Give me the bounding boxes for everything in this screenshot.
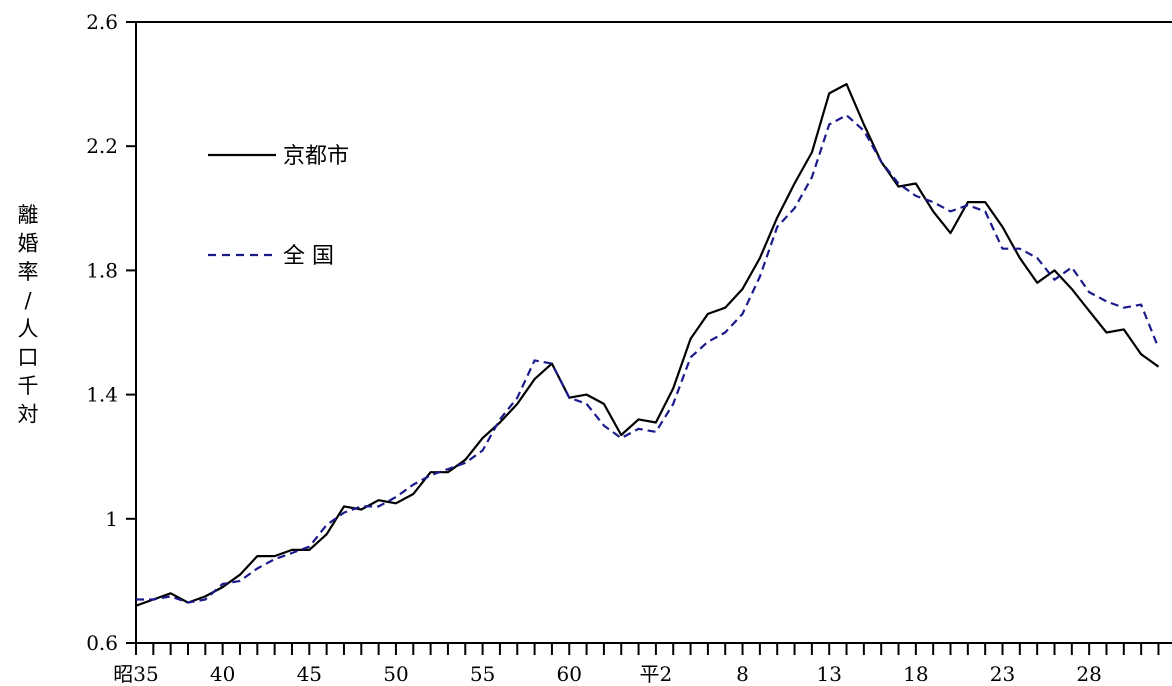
x-tick-label: 8 (736, 662, 749, 686)
x-tick-label: 23 (990, 662, 1015, 686)
x-tick-label: 昭35 (113, 662, 158, 686)
x-tick-label: 45 (297, 662, 322, 686)
x-ticks: 昭35 40 45 50 55 60 平2 8 13 18 23 28 (113, 643, 1160, 686)
x-tick-label: 40 (210, 662, 235, 686)
series-line-kyoto (135, 82, 1160, 607)
x-tick-label: 55 (470, 662, 495, 686)
series-layer (135, 82, 1160, 607)
y-ticks: 0.6 1 1.4 1.8 2.2 2.6 (86, 10, 136, 655)
legend-label-national: 全 国 (283, 244, 334, 269)
y-axis-label-char: / (24, 289, 32, 313)
legend: 京都市 全 国 (208, 144, 349, 269)
x-tick-label: 28 (1076, 662, 1101, 686)
y-axis-label-char: 対 (18, 403, 39, 427)
y-axis-label-char: 人 (18, 317, 39, 341)
y-axis-label-char: 率 (18, 260, 39, 284)
x-tick-label: 60 (557, 662, 582, 686)
series-line-national (136, 114, 1160, 604)
y-axis-label-char: 口 (18, 346, 39, 370)
x-tick-label: 18 (903, 662, 928, 686)
y-tick-label: 2.6 (86, 10, 118, 34)
x-tick-label: 13 (816, 662, 841, 686)
y-tick-label: 1 (105, 507, 118, 531)
y-axis-label-char: 婚 (18, 232, 39, 256)
y-axis-label-char: 千 (18, 374, 39, 398)
x-tick-label: 平2 (640, 662, 673, 686)
y-tick-label: 1.8 (86, 258, 118, 282)
y-tick-label: 0.6 (86, 631, 118, 655)
y-tick-label: 2.2 (86, 134, 118, 158)
legend-label-kyoto: 京都市 (283, 144, 349, 169)
y-tick-label: 1.4 (86, 383, 118, 407)
x-tick-label: 50 (383, 662, 408, 686)
y-axis-label-char: 離 (18, 203, 39, 227)
